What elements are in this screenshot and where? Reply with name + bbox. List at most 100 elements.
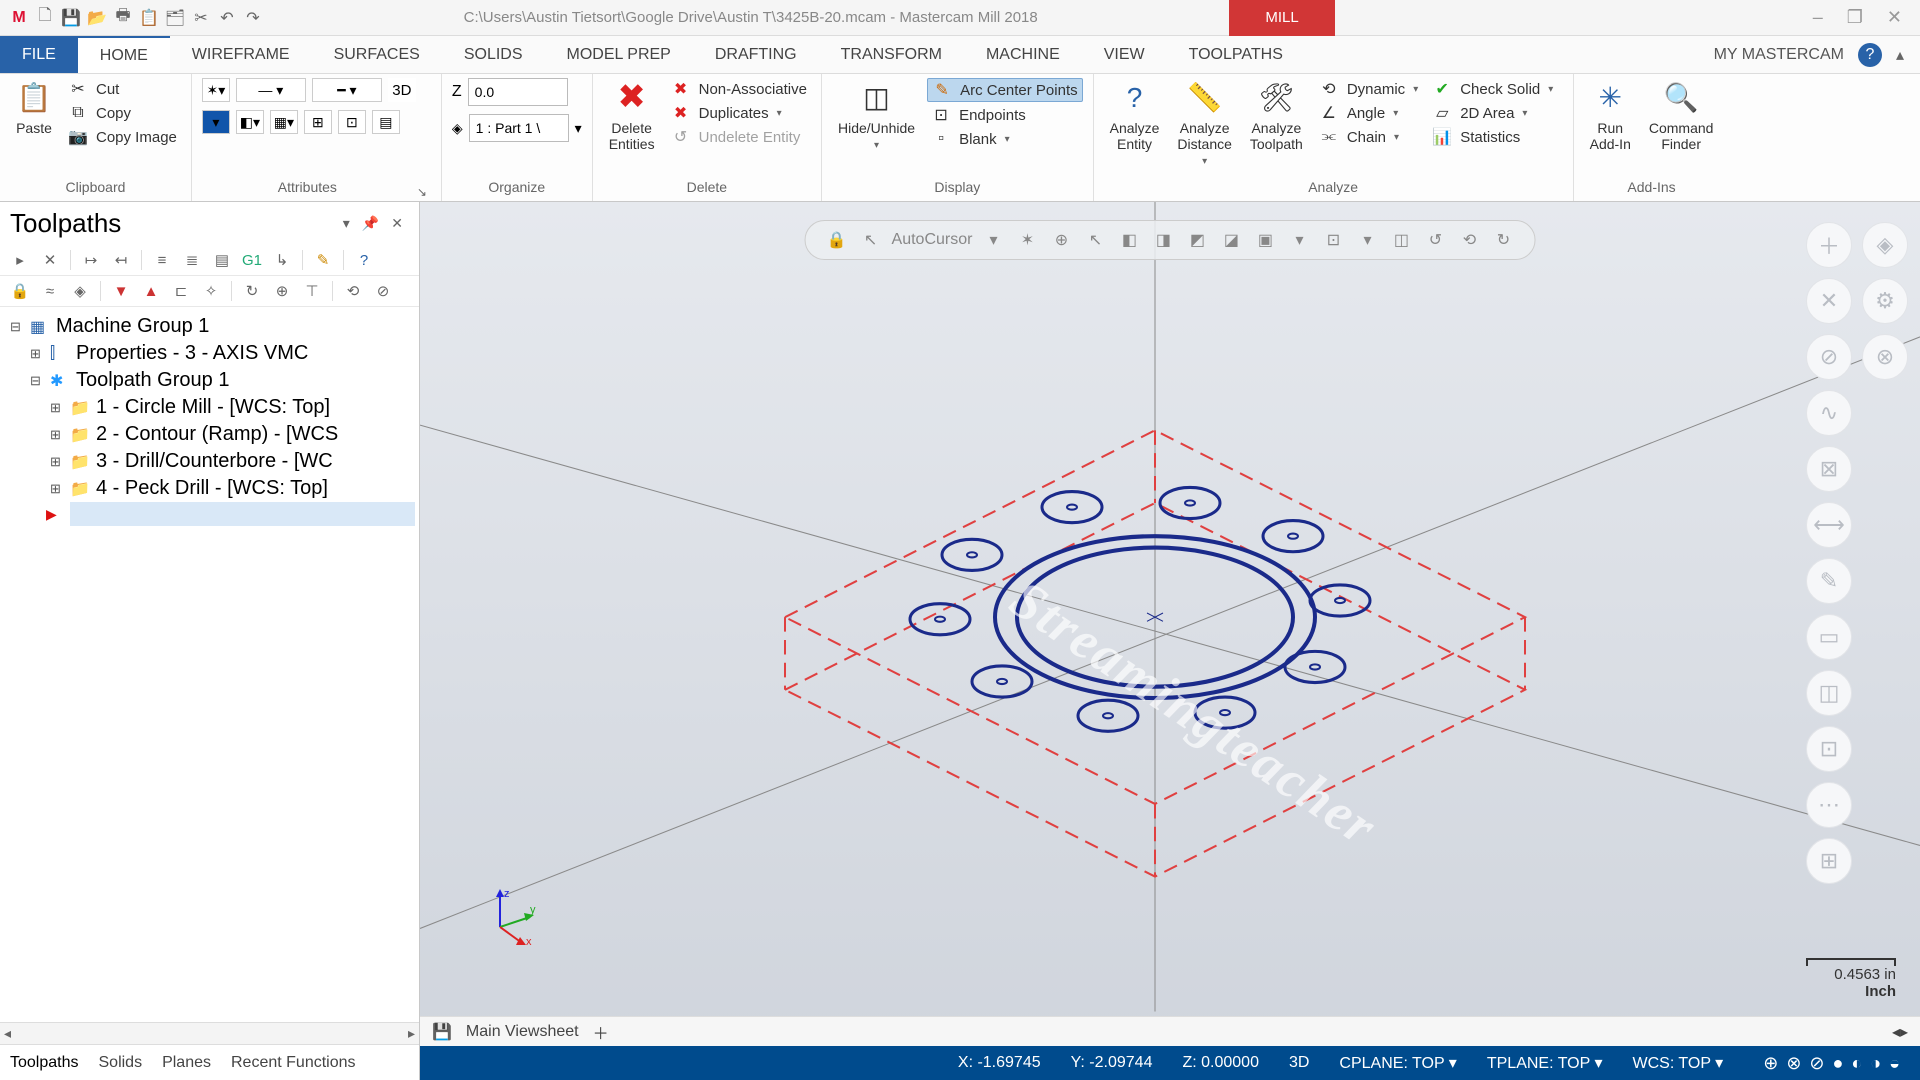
tb-icon[interactable]: G1	[240, 249, 264, 271]
tab-solids[interactable]: SOLIDS	[442, 36, 545, 73]
attr2-dd[interactable]: ◧▾	[236, 110, 264, 134]
delete-entities-button[interactable]: ✖ Delete Entities	[603, 78, 661, 154]
rt-icon[interactable]: ⋯	[1806, 782, 1852, 828]
tb-icon[interactable]: ▤	[210, 249, 234, 271]
redo-icon[interactable]: ↷	[242, 7, 264, 29]
tb-icon[interactable]: ✎	[311, 249, 335, 271]
tab-modelprep[interactable]: MODEL PREP	[545, 36, 693, 73]
tb-help-icon[interactable]: ?	[352, 249, 376, 271]
tab-toolpaths[interactable]: TOOLPATHS	[1167, 36, 1305, 73]
tab-wireframe[interactable]: WIREFRAME	[170, 36, 312, 73]
tb-icon[interactable]: ▸	[8, 249, 32, 271]
help-icon[interactable]: ?	[1858, 43, 1882, 67]
status-wcs[interactable]: WCS: TOP ▾	[1632, 1053, 1723, 1073]
z-input[interactable]	[468, 78, 568, 106]
run-addin-button[interactable]: ✳Run Add-In	[1584, 78, 1637, 154]
non-associative-button[interactable]: ✖Non-Associative	[667, 78, 811, 100]
tab-view[interactable]: VIEW	[1082, 36, 1167, 73]
status-mode[interactable]: 3D	[1289, 1054, 1309, 1072]
tree-op[interactable]: ⊞📁1 - Circle Mill - [WCS: Top]	[4, 394, 415, 421]
ft-icon[interactable]: ▾	[1354, 227, 1380, 253]
paste-button[interactable]: 📋 Paste	[10, 78, 58, 138]
tb-icon[interactable]: ↦	[79, 249, 103, 271]
rt-icon[interactable]: ⊗	[1862, 334, 1908, 380]
dd-icon[interactable]: ▾	[980, 227, 1006, 253]
tb-icon[interactable]: ⟲	[341, 280, 365, 302]
tb-icon[interactable]: 🔒	[8, 280, 32, 302]
color-dd[interactable]: ▾	[202, 110, 230, 134]
line-width-dd[interactable]: ━ ▾	[312, 78, 382, 102]
ft-icon[interactable]: ◪	[1218, 227, 1244, 253]
status-icon[interactable]: ⊕	[1763, 1053, 1778, 1074]
ft-icon[interactable]: ⟲	[1456, 227, 1482, 253]
panel-close-icon[interactable]: ✕	[391, 215, 403, 232]
panel-hscroll[interactable]: ◂▸	[0, 1022, 419, 1044]
ft-icon[interactable]: ▾	[1286, 227, 1312, 253]
tb-icon[interactable]: ⊤	[300, 280, 324, 302]
tree-op[interactable]: ⊞📁3 - Drill/Counterbore - [WC	[4, 448, 415, 475]
bottom-tab-recent[interactable]: Recent Functions	[231, 1054, 356, 1072]
attr6-icon[interactable]: ▤	[372, 110, 400, 134]
new-icon[interactable]: 🗋	[34, 7, 56, 29]
tab-transform[interactable]: TRANSFORM	[819, 36, 964, 73]
undelete-entity-button[interactable]: ↺Undelete Entity	[667, 126, 811, 148]
status-icon[interactable]: ◑	[1870, 1053, 1881, 1074]
status-icon[interactable]: ⊗	[1786, 1053, 1801, 1074]
tree-toolpath-group[interactable]: ⊟✱Toolpath Group 1	[4, 367, 415, 394]
dynamic-button[interactable]: ⟲Dynamic	[1315, 78, 1422, 100]
tb-icon[interactable]: ⊕	[270, 280, 294, 302]
rt-icon[interactable]: ∿	[1806, 390, 1852, 436]
layers-icon[interactable]: 🗂	[164, 7, 186, 29]
rt-icon[interactable]: ▭	[1806, 614, 1852, 660]
analyze-toolpath-button[interactable]: 🛠Analyze Toolpath	[1244, 78, 1309, 154]
viewsheet-tab[interactable]: Main Viewsheet	[466, 1023, 579, 1041]
rt-icon[interactable]: ◈	[1862, 222, 1908, 268]
tb-icon[interactable]: ◈	[68, 280, 92, 302]
tab-home[interactable]: HOME	[78, 36, 170, 73]
graphics-viewport[interactable]: Streamingteacher 🔒 ↖ AutoCursor ▾ ✶ ⊕ ↖ …	[420, 202, 1920, 1080]
tree-machine-group[interactable]: ⊟▦Machine Group 1	[4, 313, 415, 340]
tb-icon[interactable]: ✧	[199, 280, 223, 302]
level-dd-icon[interactable]: ▾	[575, 120, 582, 137]
ft-icon[interactable]: ◨	[1150, 227, 1176, 253]
tb-icon[interactable]: ⊘	[371, 280, 395, 302]
line-style-dd[interactable]: — ▾	[236, 78, 306, 102]
tb-icon[interactable]: ≡	[150, 249, 174, 271]
status-tplane[interactable]: TPLANE: TOP ▾	[1487, 1053, 1603, 1073]
bottom-tab-toolpaths[interactable]: Toolpaths	[10, 1054, 79, 1072]
minimize-button[interactable]: –	[1813, 7, 1823, 28]
ft-icon[interactable]: ⊕	[1048, 227, 1074, 253]
tb-icon[interactable]: ▼	[109, 280, 133, 302]
status-cplane[interactable]: CPLANE: TOP ▾	[1339, 1053, 1456, 1073]
blank-button[interactable]: ▫Blank	[927, 128, 1083, 150]
ft-icon[interactable]: ↻	[1490, 227, 1516, 253]
endpoints-button[interactable]: ⊡Endpoints	[927, 104, 1083, 126]
3d-toggle[interactable]: 3D	[388, 78, 416, 102]
props-icon[interactable]: 📋	[138, 7, 160, 29]
rt-icon[interactable]: ⊠	[1806, 446, 1852, 492]
chain-button[interactable]: ⫘Chain	[1315, 126, 1422, 148]
command-finder-button[interactable]: 🔍Command Finder	[1643, 78, 1720, 154]
ft-icon[interactable]: ✶	[1014, 227, 1040, 253]
analyze-distance-button[interactable]: 📏Analyze Distance▾	[1171, 78, 1237, 170]
analyze-entity-button[interactable]: ?Analyze Entity	[1104, 78, 1166, 154]
tb-icon[interactable]: ↳	[270, 249, 294, 271]
viewsheet-save-icon[interactable]: 💾	[432, 1022, 452, 1042]
attr4-icon[interactable]: ⊞	[304, 110, 332, 134]
add-viewsheet-icon[interactable]: ＋	[593, 1020, 609, 1044]
tb-icon[interactable]: ▲	[139, 280, 163, 302]
tb-icon[interactable]: ≣	[180, 249, 204, 271]
2d-area-button[interactable]: ▱2D Area	[1428, 102, 1557, 124]
tb-icon[interactable]: ≈	[38, 280, 62, 302]
cut-button[interactable]: ✂Cut	[64, 78, 181, 100]
rt-icon[interactable]: ＋	[1806, 222, 1852, 268]
bottom-tab-solids[interactable]: Solids	[99, 1054, 143, 1072]
cut-icon[interactable]: ✂	[190, 7, 212, 29]
ft-icon[interactable]: ◧	[1116, 227, 1142, 253]
rt-icon[interactable]: ✕	[1806, 278, 1852, 324]
status-icon[interactable]: ●	[1833, 1053, 1844, 1074]
tab-surfaces[interactable]: SURFACES	[312, 36, 442, 73]
ft-icon[interactable]: ◫	[1388, 227, 1414, 253]
check-solid-button[interactable]: ✔Check Solid	[1428, 78, 1557, 100]
viewsheet-right-icon[interactable]: ◂▸	[1892, 1022, 1908, 1042]
